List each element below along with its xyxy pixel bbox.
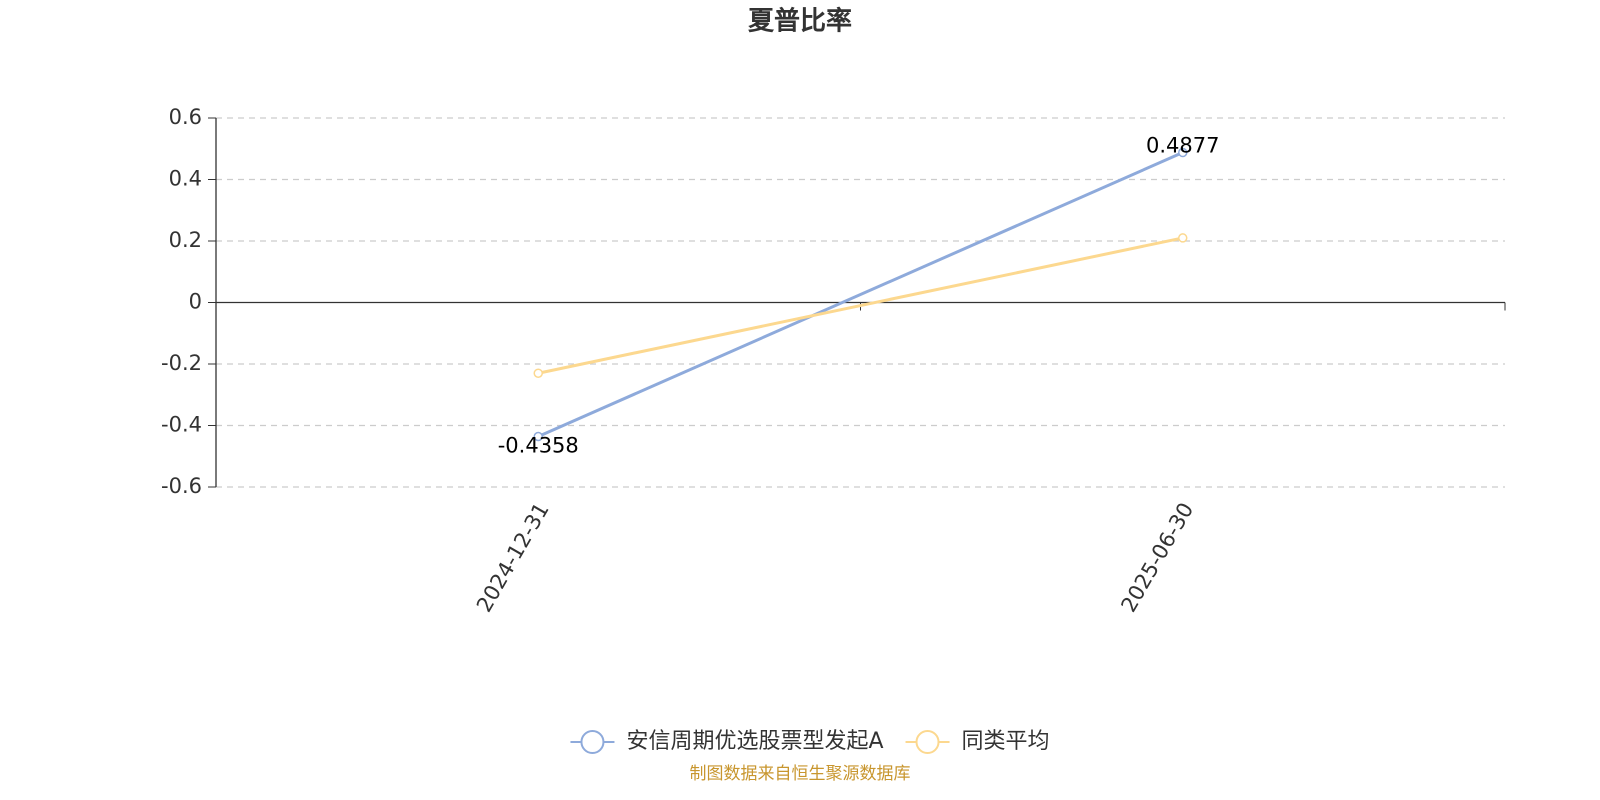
series-line [537,151,1184,438]
legend: 安信周期优选股票型发起A 同类平均 [570,729,1050,754]
point [1178,233,1188,243]
legend-marker [915,730,940,754]
legend-marker [580,730,605,754]
legend-label: 同类平均 [962,729,1050,754]
chart-title: 夏普比率 [748,6,852,37]
y-tick-label: 0.2 [169,228,202,252]
source-note: 制图数据来自恒生聚源数据库 [690,764,911,784]
point [533,368,543,378]
y-tick-label: 0.4 [169,167,202,191]
y-tick-label: 0 [189,290,202,314]
y-tick-label: -0.6 [161,474,202,498]
y-tick-label: -0.4 [161,413,202,437]
data-label: -0.4358 [498,434,579,458]
y-tick-label: 0.6 [169,105,202,129]
point [1178,147,1188,158]
x-tick-label: 2024-12-31 [472,499,554,617]
data-label: 0.4877 [1146,134,1219,158]
series-line [537,236,1184,375]
point [533,431,543,442]
legend-label: 安信周期优选股票型发起A [626,729,883,754]
x-tick-label: 2025-06-30 [1116,499,1198,617]
y-tick-label: -0.2 [161,351,202,375]
